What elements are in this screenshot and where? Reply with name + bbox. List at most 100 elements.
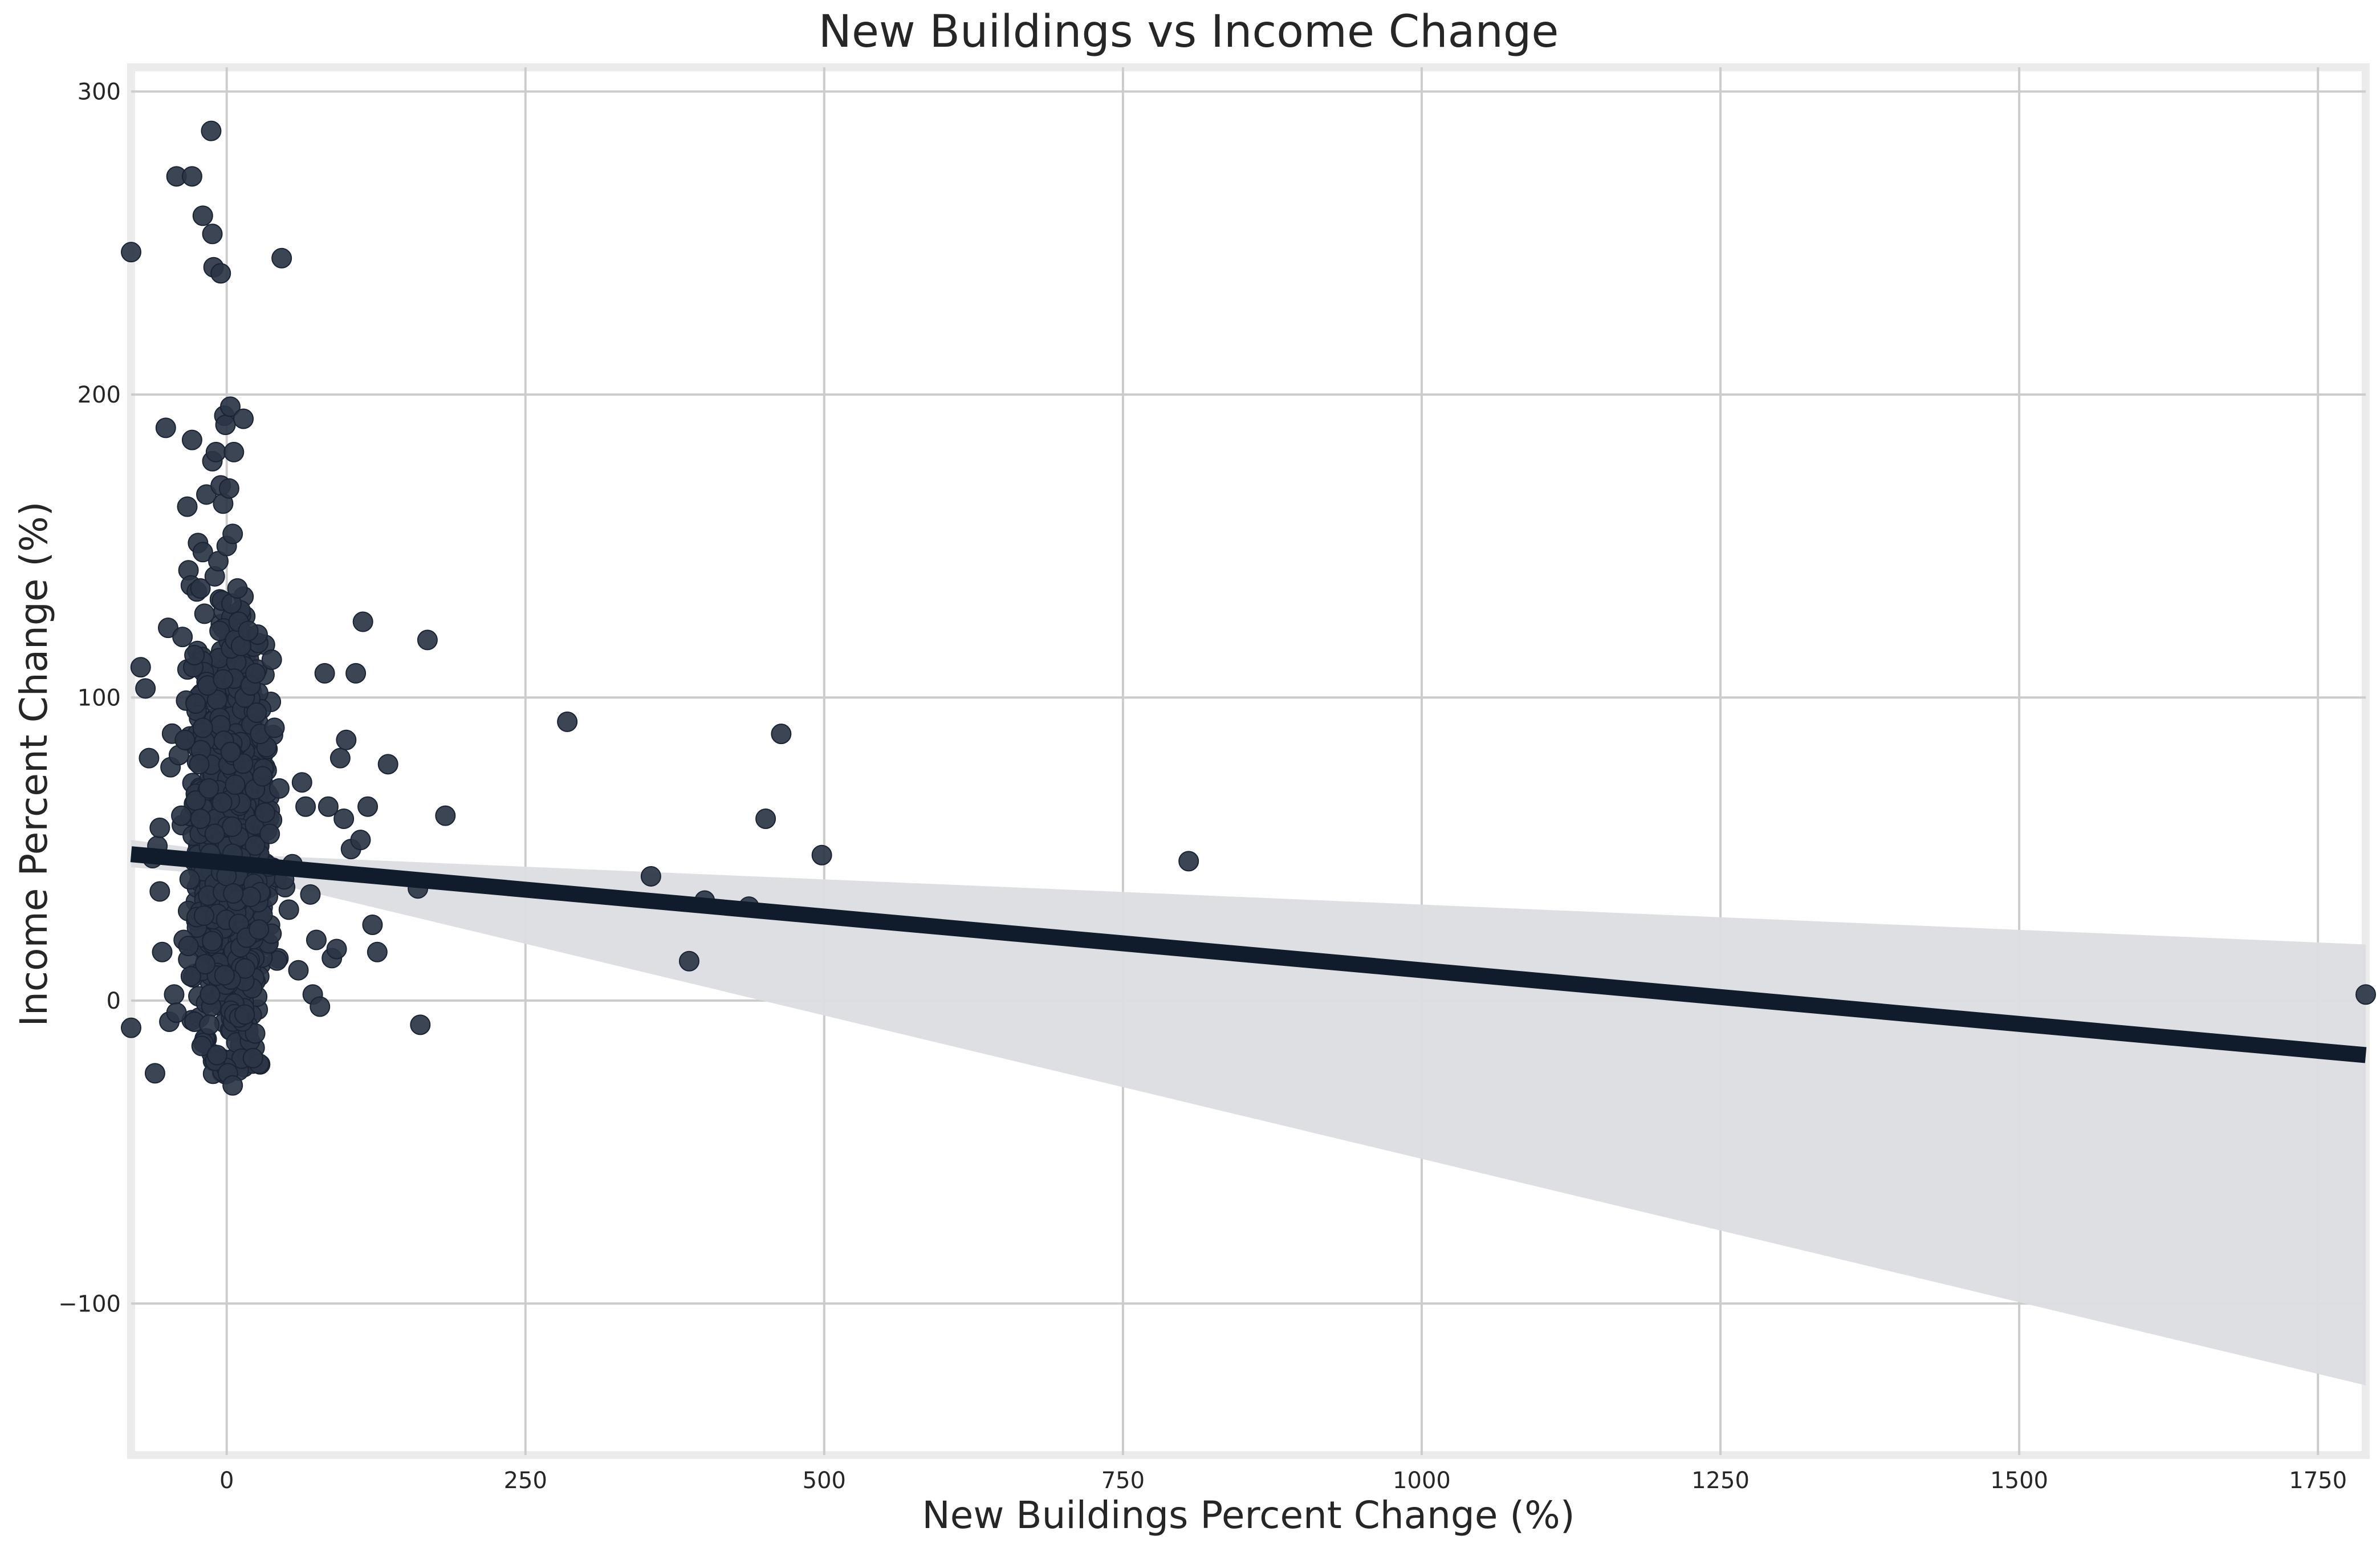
- data-point: [121, 242, 141, 263]
- x-axis-title: New Buildings Percent Change (%): [922, 1493, 1575, 1537]
- regression-line: [130, 846, 2367, 1063]
- data-point: [213, 669, 234, 690]
- data-point: [181, 429, 202, 450]
- y-tick-label: 300: [78, 79, 121, 105]
- data-point: [219, 396, 241, 417]
- data-point: [2355, 984, 2376, 1005]
- data-point: [215, 415, 236, 436]
- data-point: [198, 778, 219, 799]
- data-point: [246, 702, 267, 723]
- data-point: [172, 627, 193, 648]
- data-point: [678, 950, 699, 972]
- data-point: [811, 844, 832, 866]
- data-point: [192, 717, 213, 738]
- data-point: [755, 808, 776, 829]
- data-point: [200, 984, 221, 1005]
- data-point: [130, 657, 151, 678]
- data-point: [184, 644, 205, 665]
- data-point: [261, 649, 282, 671]
- data-point: [202, 931, 223, 952]
- data-point: [194, 954, 215, 975]
- data-point: [121, 1017, 141, 1038]
- data-point: [209, 620, 230, 641]
- data-point: [166, 1002, 187, 1023]
- data-point: [144, 1063, 165, 1084]
- data-point: [435, 805, 456, 826]
- data-point: [149, 817, 170, 838]
- chart-title: New Buildings vs Income Change: [819, 6, 1559, 58]
- data-point: [245, 663, 266, 684]
- data-point: [367, 941, 388, 962]
- data-point: [242, 1047, 263, 1068]
- data-point: [252, 766, 273, 787]
- x-tick-label: 1750: [2289, 1468, 2347, 1494]
- data-point: [180, 966, 201, 987]
- y-tick-label: 100: [78, 685, 121, 711]
- data-point: [222, 1075, 243, 1096]
- data-point: [291, 772, 312, 793]
- data-point: [234, 1004, 255, 1025]
- data-point: [417, 629, 438, 651]
- data-point: [1178, 851, 1199, 872]
- data-point: [164, 984, 185, 1005]
- data-point: [336, 729, 357, 750]
- data-point: [210, 263, 231, 284]
- data-point: [192, 205, 213, 226]
- data-point: [193, 905, 214, 927]
- data-point: [190, 808, 211, 829]
- data-point: [189, 754, 210, 775]
- data-point: [185, 693, 206, 714]
- data-point: [225, 774, 246, 795]
- data-point: [249, 919, 270, 940]
- data-point: [155, 417, 176, 438]
- data-point: [357, 796, 379, 817]
- data-point: [306, 929, 327, 950]
- data-point: [271, 247, 292, 269]
- data-point: [214, 965, 235, 986]
- data-point: [178, 936, 199, 957]
- y-axis-title: Income Percent Change (%): [12, 501, 56, 1026]
- data-point: [245, 1023, 266, 1044]
- data-point: [223, 883, 244, 904]
- x-tick-label: 750: [1101, 1468, 1145, 1494]
- x-tick-label: 250: [504, 1468, 547, 1494]
- data-point: [278, 899, 299, 920]
- data-point: [179, 869, 200, 890]
- data-point: [201, 120, 222, 141]
- data-point: [318, 796, 339, 817]
- data-point: [410, 1014, 431, 1035]
- data-point: [223, 441, 245, 462]
- y-tick-label: 200: [78, 382, 121, 408]
- data-point: [240, 886, 261, 907]
- data-point: [350, 830, 371, 851]
- data-point: [268, 778, 290, 799]
- data-point: [362, 914, 383, 935]
- data-point: [295, 796, 316, 817]
- data-point: [171, 805, 192, 826]
- data-point: [191, 1035, 212, 1057]
- data-point: [326, 938, 347, 960]
- data-point: [149, 881, 170, 902]
- data-point: [135, 678, 156, 699]
- data-point: [139, 747, 160, 769]
- data-point: [177, 496, 198, 517]
- x-tick-label: 1500: [1990, 1468, 2048, 1494]
- x-tick-label: 500: [803, 1468, 846, 1494]
- confidence-band: [131, 840, 2366, 1386]
- data-point: [199, 1014, 220, 1035]
- data-point: [181, 166, 202, 187]
- data-point: [194, 603, 215, 624]
- data-point: [205, 441, 226, 462]
- x-tick-label: 0: [219, 1468, 234, 1494]
- data-point: [245, 835, 266, 856]
- data-point: [377, 754, 398, 775]
- x-tick-label: 1000: [1393, 1468, 1451, 1494]
- data-point: [771, 724, 792, 745]
- data-point: [310, 996, 331, 1017]
- data-point: [206, 1045, 227, 1066]
- y-tick-label: −100: [58, 1291, 121, 1317]
- data-point: [202, 224, 223, 245]
- data-point: [254, 802, 275, 823]
